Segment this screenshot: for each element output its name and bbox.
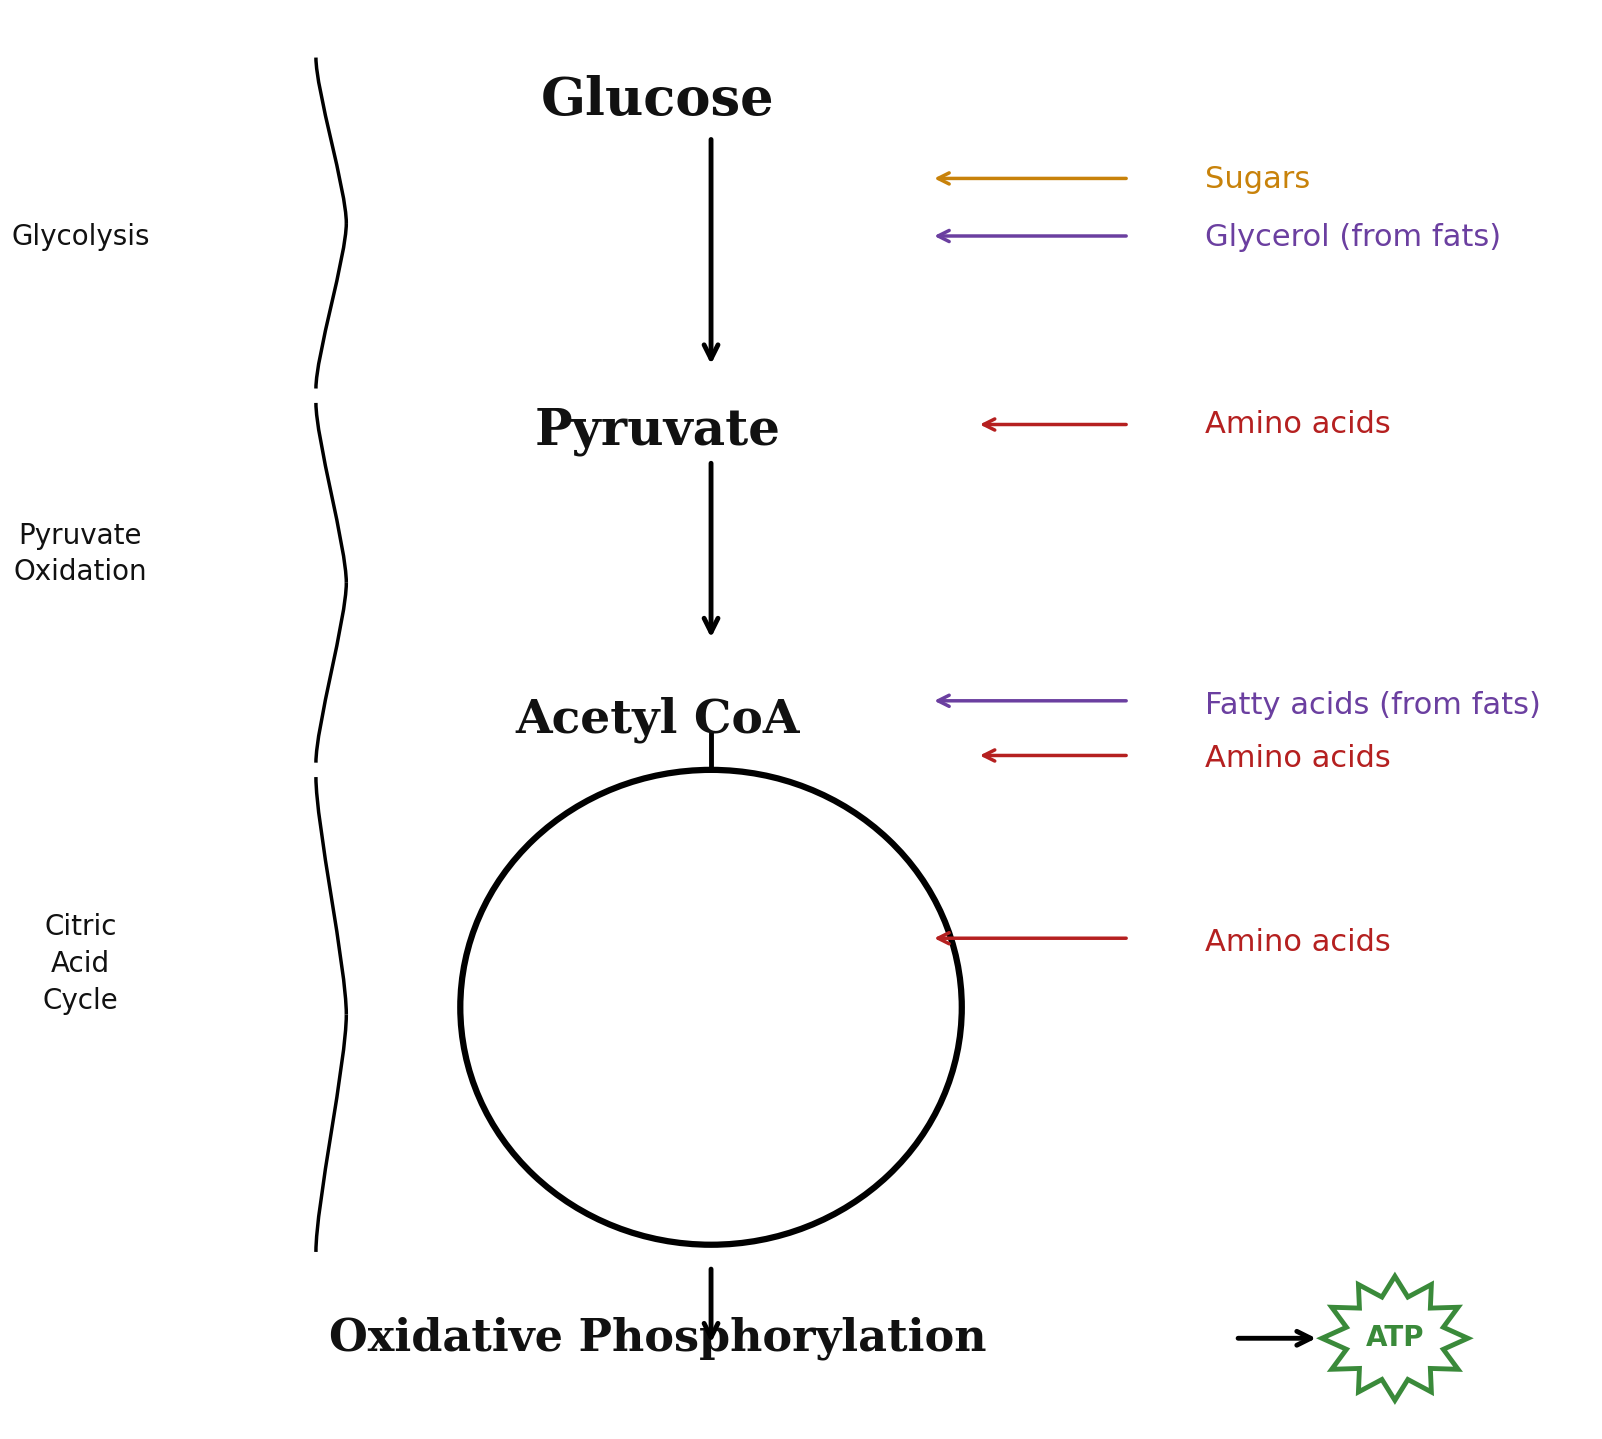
Text: Amino acids: Amino acids — [1205, 928, 1391, 957]
Text: Pyruvate: Pyruvate — [535, 407, 780, 456]
Text: Acetyl CoA: Acetyl CoA — [516, 696, 799, 743]
Text: Amino acids: Amino acids — [1205, 744, 1391, 773]
Text: Fatty acids (from fats): Fatty acids (from fats) — [1205, 691, 1541, 720]
Text: Sugars: Sugars — [1205, 165, 1310, 194]
Text: Pyruvate
Oxidation: Pyruvate Oxidation — [13, 521, 147, 587]
Text: Glycerol (from fats): Glycerol (from fats) — [1205, 223, 1501, 252]
Text: Oxidative Phosphorylation: Oxidative Phosphorylation — [328, 1317, 987, 1360]
Text: Glucose: Glucose — [541, 75, 775, 127]
Text: Glycolysis: Glycolysis — [11, 223, 149, 252]
Polygon shape — [1322, 1276, 1467, 1400]
Text: Citric
Acid
Cycle: Citric Acid Cycle — [43, 914, 119, 1014]
Text: ATP: ATP — [1365, 1324, 1424, 1353]
Text: Amino acids: Amino acids — [1205, 410, 1391, 439]
